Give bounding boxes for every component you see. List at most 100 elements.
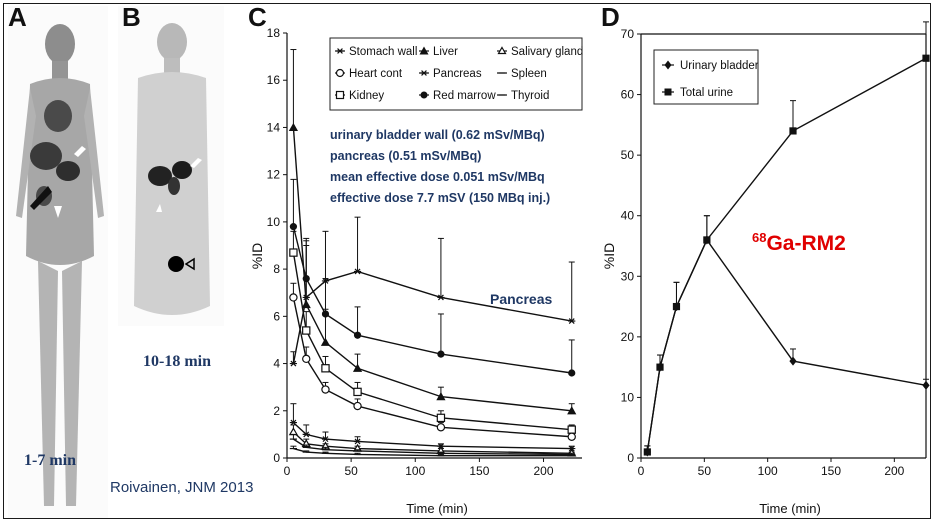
point-red-marrow-5	[568, 369, 576, 377]
point-liver-5	[567, 406, 577, 415]
series-label-pancreas: Pancreas	[490, 291, 552, 307]
pet-image-a	[8, 6, 108, 518]
point-liver-1	[301, 299, 311, 309]
annotation-line-1: urinary bladder wall (0.62 mSv/MBq)	[330, 128, 545, 142]
x-tick-label-0-150: 150	[469, 464, 489, 478]
legend-label-heart-cont: Heart cont	[349, 68, 403, 80]
panel-letter-b: B	[122, 2, 141, 32]
panel-letter-c: C	[248, 2, 267, 32]
point-liver-4	[436, 392, 446, 401]
y-tick-label-0-16: 16	[267, 73, 281, 87]
y-tick-label-0-8: 8	[273, 262, 280, 276]
point-total-urine-4	[789, 127, 797, 135]
legend-marker-kidney	[335, 90, 345, 100]
y-tick-label-1-40: 40	[621, 209, 635, 223]
y-tick-label-0-0: 0	[273, 451, 280, 465]
point-red-marrow-0	[289, 223, 298, 231]
series-line-pancreas	[292, 270, 572, 364]
x-axis-title-c: Time (min)	[406, 501, 468, 516]
legend-marker-red-marrow	[420, 91, 428, 99]
x-tick-label-1-0: 0	[638, 464, 645, 478]
x-tick-label-0-100: 100	[405, 464, 425, 478]
legend-c: Stomach wall Liver Salivary gland Heart con…	[329, 37, 583, 111]
point-total-urine-2	[672, 302, 681, 311]
point-kidney-0	[289, 248, 298, 257]
citation: Roivainen, JNM 2013	[110, 479, 254, 496]
y-tick-label-1-20: 20	[621, 330, 635, 344]
legend-label-salivary-gland: Salivary gland	[511, 46, 583, 58]
legend-marker-urinary-bladder	[664, 60, 672, 70]
series-line-kidney	[292, 252, 572, 431]
legend-d: Urinary bladder Total urine	[653, 49, 759, 105]
point-urinary-bladder-5	[922, 380, 930, 390]
y-axis-title-d: %ID	[601, 243, 617, 269]
point-kidney-4	[436, 413, 446, 423]
point-kidney-1	[302, 326, 311, 335]
x-tick-label-1-200: 200	[884, 464, 904, 478]
legend-label-kidney: Kidney	[349, 90, 384, 102]
x-tick-label-0-200: 200	[534, 464, 554, 478]
y-tick-label-1-10: 10	[621, 390, 635, 404]
point-heart-cont-0	[289, 293, 298, 302]
legend-label-spleen: Spleen	[511, 68, 547, 80]
point-urinary-bladder-4	[789, 356, 797, 366]
point-heart-cont-5	[567, 432, 576, 441]
legend-label-liver: Liver	[433, 46, 458, 58]
legend-label-red-marrow: Red marrow	[433, 90, 496, 102]
panel-letter-d: D	[601, 2, 620, 32]
x-tick-label-1-50: 50	[698, 464, 712, 478]
pet-image-b	[118, 6, 224, 326]
y-tick-label-0-18: 18	[267, 26, 281, 40]
x-tick-label-1-100: 100	[758, 464, 778, 478]
y-tick-label-1-60: 60	[621, 88, 635, 102]
legend-label-stomach-wall: Stomach wall	[349, 46, 417, 58]
y-tick-label-0-14: 14	[267, 120, 281, 134]
legend-marker-heart-cont	[335, 68, 345, 78]
point-total-urine-5	[922, 54, 930, 62]
series-line-liver	[292, 127, 572, 412]
x-tick-label-1-150: 150	[821, 464, 841, 478]
legend-marker-liver	[419, 46, 429, 55]
point-liver-3	[352, 363, 363, 372]
y-tick-label-0-4: 4	[273, 357, 280, 371]
annotation-line-3: mean effective dose 0.051 mSv/MBq	[330, 170, 545, 184]
y-tick-label-0-6: 6	[273, 309, 280, 323]
y-tick-label-0-2: 2	[273, 404, 280, 418]
y-tick-label-1-50: 50	[621, 148, 635, 162]
legend-marker-stomach-wall	[336, 48, 344, 54]
point-pancreas-0	[289, 360, 298, 367]
y-tick-label-1-0: 0	[627, 451, 634, 465]
ga-label: Ga-RM2	[766, 232, 845, 255]
y-tick-label-1-30: 30	[621, 269, 635, 283]
annotation-line-2: pancreas (0.51 mSv/MBq)	[330, 149, 481, 163]
legend-label-urinary-bladder: Urinary bladder	[680, 60, 759, 72]
point-pancreas-3	[353, 268, 362, 275]
y-tick-label-0-10: 10	[267, 215, 281, 229]
point-kidney-3	[353, 387, 362, 397]
y-axis-title-c: %ID	[249, 243, 265, 269]
legend-marker-pancreas	[420, 70, 428, 76]
point-stomach-wall-2	[321, 436, 330, 443]
point-total-urine-3	[703, 236, 711, 244]
panel-letter-a: A	[8, 2, 27, 32]
x-tick-label-0-50: 50	[344, 464, 358, 478]
point-stomach-wall-1	[302, 431, 310, 438]
point-pancreas-5	[568, 318, 576, 325]
point-total-urine-1	[656, 363, 664, 371]
series-line-salivary-gland	[292, 431, 572, 454]
point-pancreas-4	[437, 294, 445, 301]
series-line-spleen	[293, 438, 572, 456]
point-heart-cont-4	[436, 423, 446, 432]
point-heart-cont-2	[321, 385, 330, 394]
point-total-urine-0	[643, 448, 651, 456]
point-heart-cont-1	[302, 354, 311, 364]
legend-label-thyroid: Thyroid	[511, 90, 549, 102]
point-red-marrow-4	[437, 350, 445, 358]
point-heart-cont-3	[353, 401, 362, 411]
point-liver-0	[288, 122, 299, 132]
series-line-heart-cont	[292, 297, 572, 438]
legend-marker-salivary-gland	[497, 46, 507, 55]
point-stomach-wall-3	[353, 438, 362, 445]
